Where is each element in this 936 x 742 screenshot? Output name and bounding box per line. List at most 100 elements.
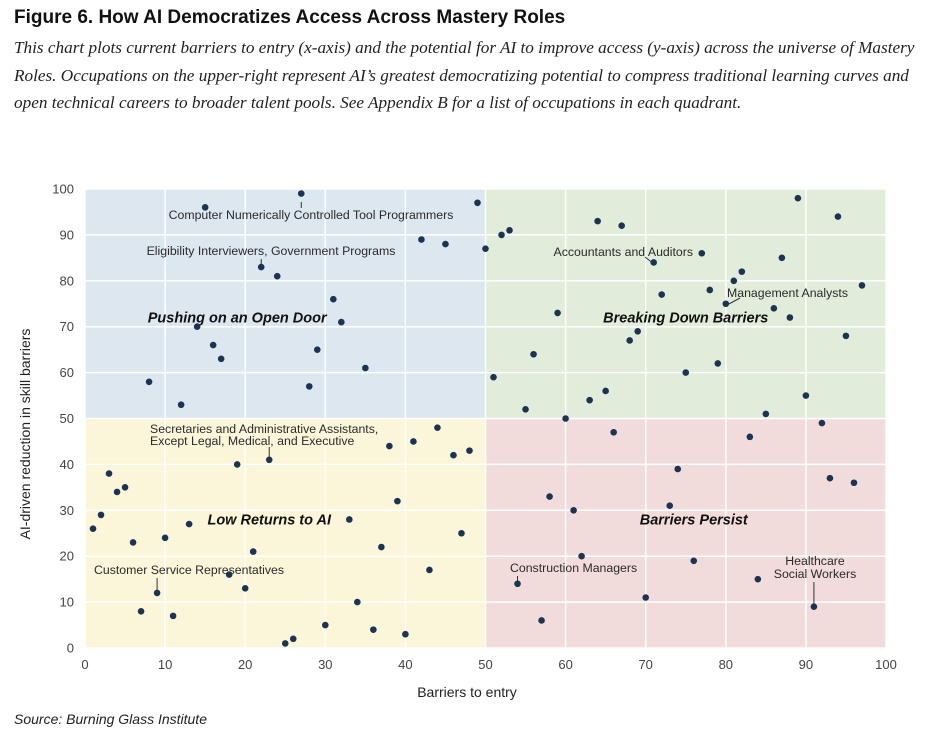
data-point [490, 373, 497, 381]
data-point [137, 607, 145, 615]
y-tick-label: 30 [60, 503, 74, 518]
data-point [410, 438, 417, 445]
data-point [858, 282, 866, 289]
data-point [786, 314, 794, 321]
data-point [177, 401, 185, 409]
quadrant-label: Low Returns to AI [207, 512, 331, 528]
data-point [185, 520, 193, 528]
data-point [201, 204, 209, 211]
annotation-label: Management Analysts [727, 286, 848, 300]
annotation-leader-lines [156, 202, 815, 604]
data-point [642, 594, 649, 601]
data-point [402, 630, 409, 638]
quadrant-bottom-left [85, 418, 486, 648]
data-point [354, 598, 361, 606]
data-point [193, 323, 201, 331]
data-point [810, 603, 818, 610]
data-point [426, 566, 433, 574]
data-point [698, 249, 706, 257]
quadrant-label: Pushing on an Open Door [148, 311, 328, 327]
data-point [313, 346, 321, 353]
data-point [538, 617, 545, 624]
quadrant-bottom-right [485, 418, 886, 648]
quadrant-top-left [85, 189, 486, 419]
data-point [442, 240, 449, 248]
annotation-label: Except Legal, Medical, and Executive [150, 434, 355, 448]
x-tick-label: 60 [558, 657, 572, 672]
annotation-label: Accountants and Auditors [554, 245, 693, 259]
x-axis-label: Barriers to entry [417, 684, 517, 700]
quadrant-backgrounds [85, 189, 886, 648]
data-point [450, 451, 457, 459]
data-point [121, 484, 129, 491]
data-point [322, 621, 329, 629]
data-point [722, 300, 730, 308]
data-point [658, 291, 666, 298]
data-point [474, 199, 481, 207]
x-tick-label: 90 [799, 657, 813, 672]
data-point [281, 640, 289, 647]
data-point [618, 222, 625, 230]
data-point [650, 259, 658, 266]
data-point [89, 525, 97, 532]
data-point [225, 571, 233, 578]
annotation-label: Computer Numerically Controlled Tool Pro… [169, 208, 454, 222]
data-point [305, 383, 313, 390]
data-point [145, 378, 153, 386]
data-point [530, 350, 537, 358]
quadrant-top-right [485, 189, 886, 419]
data-point [562, 415, 569, 422]
y-tick-label: 20 [60, 549, 74, 564]
data-point [610, 428, 617, 436]
annotation-label: Social Workers [774, 567, 856, 581]
y-tick-label: 0 [67, 641, 74, 656]
data-point [257, 263, 265, 271]
annotation-labels: Computer Numerically Controlled Tool Pro… [94, 208, 856, 581]
data-point [546, 493, 553, 500]
y-tick-label: 10 [60, 595, 74, 610]
data-point [746, 433, 754, 441]
quadrant-labels: Pushing on an Open Door Breaking Down Bar… [148, 311, 769, 529]
data-point [802, 392, 810, 399]
data-point [826, 474, 834, 482]
data-point [289, 635, 297, 643]
data-point [578, 552, 585, 560]
data-point [273, 272, 281, 280]
data-point [153, 589, 161, 597]
data-point [169, 612, 177, 620]
data-point [129, 539, 137, 546]
data-point [690, 557, 698, 565]
data-point [706, 286, 714, 294]
data-point [754, 575, 762, 583]
figure-description: This chart plots current barriers to ent… [14, 38, 915, 112]
data-point [362, 364, 369, 372]
data-point [514, 580, 521, 588]
data-point [554, 309, 561, 317]
data-point [378, 543, 385, 551]
figure-title: Figure 6. How AI Democratizes Access Acr… [14, 7, 566, 28]
x-tick-label: 10 [158, 657, 172, 672]
data-point [506, 227, 513, 234]
data-point [498, 231, 505, 239]
x-tick-label: 100 [875, 657, 897, 672]
x-tick-label: 50 [478, 657, 492, 672]
quadrant-label: Barriers Persist [640, 512, 749, 528]
data-point [241, 585, 249, 592]
data-point [105, 470, 113, 477]
data-point [297, 190, 305, 197]
data-point [794, 194, 802, 202]
x-tick-label: 30 [318, 657, 332, 672]
data-point [842, 332, 850, 340]
data-point [738, 268, 746, 275]
data-point [666, 502, 674, 510]
data-point [113, 488, 121, 496]
y-tick-label: 60 [60, 365, 74, 380]
y-tick-labels: 0 10 20 30 40 50 60 70 80 90 100 [52, 182, 74, 656]
x-tick-label: 70 [638, 657, 652, 672]
x-tick-label: 40 [398, 657, 412, 672]
data-point [217, 355, 225, 363]
annotation-label: Construction Managers [510, 561, 637, 575]
y-tick-label: 40 [60, 457, 74, 472]
data-point [770, 305, 778, 312]
